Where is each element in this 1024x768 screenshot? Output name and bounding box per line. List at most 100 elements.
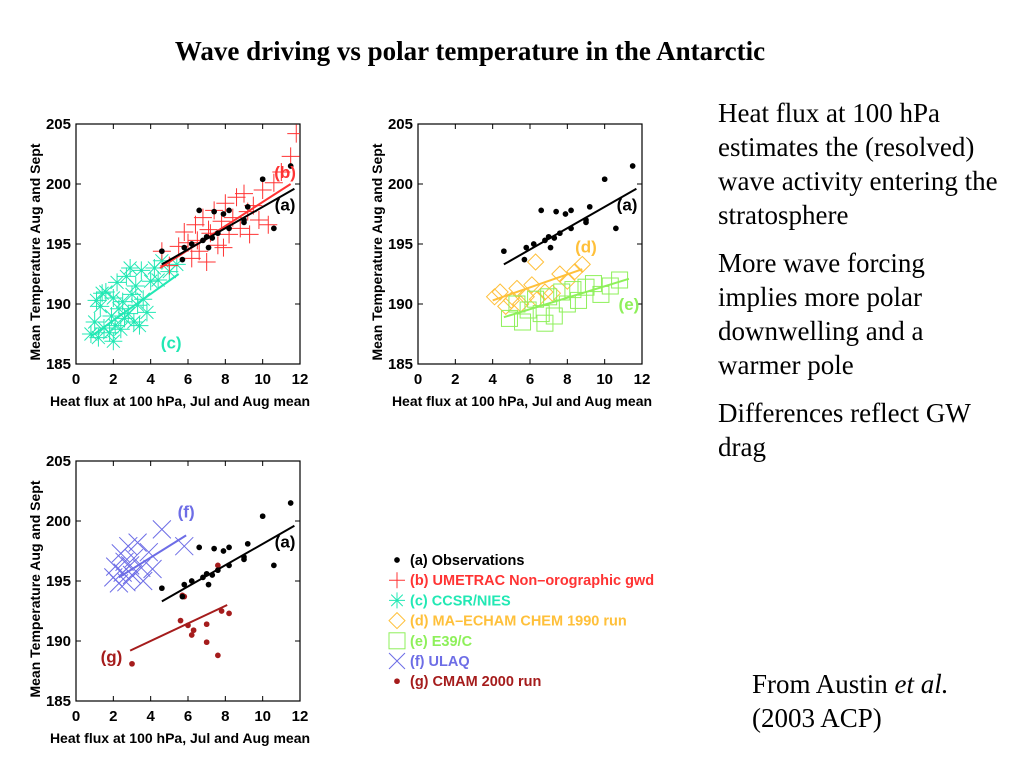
slide-title: Wave driving vs polar temperature in the…: [174, 36, 766, 66]
legend-item-d: (d) MA–ECHAM CHEM 1990 run: [388, 611, 627, 630]
series-g: [129, 562, 232, 667]
series-label-d: (d): [575, 237, 597, 256]
data-point-a: [179, 593, 186, 600]
data-point-b: [175, 223, 194, 241]
data-point-a: [226, 544, 232, 551]
fit-line-c: [90, 273, 180, 338]
data-point-c: [87, 291, 106, 310]
data-point-a-shape: [613, 225, 619, 232]
data-point-g-shape: [215, 562, 221, 569]
data-point-e-shape: [564, 281, 582, 299]
data-point-c: [152, 251, 171, 270]
data-point-a: [181, 244, 188, 251]
data-point-g: [215, 652, 221, 659]
data-point-a: [271, 225, 277, 232]
fit-line-a: [503, 187, 637, 266]
legend-label-d: (d) MA–ECHAM CHEM 1990 run: [410, 614, 627, 630]
data-point-c-shape: [85, 313, 104, 331]
series-d: [485, 253, 591, 316]
series-label-g: (g): [101, 648, 123, 667]
data-point-c: [115, 309, 134, 328]
data-point-d-shape: [491, 283, 509, 301]
data-point-a: [553, 208, 559, 215]
data-point-b-shape: [259, 215, 278, 234]
data-point-e-shape: [577, 278, 595, 296]
data-point-a-shape: [259, 513, 266, 520]
data-point-f: [143, 559, 162, 579]
data-point-d: [491, 283, 509, 301]
x-tick-label: 12: [292, 708, 309, 725]
data-point-g-shape: [129, 660, 135, 667]
data-point-b-shape: [287, 124, 300, 143]
legend-item-a: (a) Observations: [394, 553, 524, 569]
legend-item-g: (g) CMAM 2000 run: [394, 674, 541, 690]
y-tick-label: 200: [388, 176, 413, 193]
data-point-c-shape: [87, 291, 106, 310]
data-point-a: [271, 562, 277, 569]
legend-marker-a: [394, 557, 400, 563]
data-point-a-shape: [205, 581, 212, 588]
data-point-c-shape: [152, 251, 171, 270]
data-point-b: [264, 173, 283, 192]
scatter-chart-a-b-c: 0 2 4 6 8 10 12 185 190 195 200 205 Heat flux at 100…: [27, 116, 310, 409]
legend: (a) Observations (b) UMETRAC Non–orograph…: [388, 553, 654, 690]
data-point-b: [281, 147, 300, 166]
data-point-a: [629, 163, 636, 169]
data-point-d: [517, 288, 535, 306]
data-point-g: [215, 562, 221, 569]
data-point-c-shape: [167, 255, 186, 274]
series-label-f: (f): [178, 502, 195, 521]
data-point-c: [126, 277, 145, 295]
data-point-b-shape: [182, 249, 201, 268]
data-point-c-shape: [93, 284, 112, 303]
data-point-a: [196, 207, 203, 214]
data-point-g-shape: [215, 652, 221, 659]
data-point-e-shape: [570, 291, 588, 309]
data-point-c-shape: [121, 259, 140, 277]
x-tick-label: 12: [634, 371, 651, 388]
data-point-b: [249, 211, 268, 229]
data-point-a: [568, 207, 574, 214]
data-point-b-shape: [214, 238, 233, 257]
fit-line-f: [118, 534, 187, 579]
data-point-a: [521, 256, 528, 263]
data-point-b-shape: [186, 215, 205, 234]
data-point-a-shape: [159, 585, 165, 592]
data-point-a: [220, 211, 227, 217]
data-point-c-shape: [111, 320, 130, 339]
data-point-a-shape: [211, 545, 217, 552]
data-point-c-shape: [104, 289, 123, 307]
data-point-a-shape: [568, 207, 574, 214]
data-point-g: [203, 639, 210, 646]
data-point-d: [502, 291, 521, 310]
data-point-c: [130, 316, 149, 335]
x-tick-label: 2: [451, 371, 459, 388]
x-tick-label: 0: [72, 708, 80, 725]
data-point-b-shape: [216, 194, 235, 213]
data-point-b-shape: [264, 173, 283, 192]
citation-suffix: (2003 ACP): [752, 702, 882, 733]
data-point-e-shape: [540, 288, 558, 306]
data-point-e-shape: [500, 309, 518, 327]
plot-area: [81, 124, 300, 351]
data-point-b-shape: [281, 147, 300, 166]
data-point-d: [523, 276, 541, 294]
scatter-chart-a-f-g: 0 2 4 6 8 10 12 185 190 195 200 205 Heat flux at 100…: [27, 453, 310, 746]
data-point-c-shape: [119, 304, 138, 323]
data-point-b: [253, 181, 272, 199]
data-point-b-shape: [272, 163, 291, 181]
fit-line-a: [161, 524, 295, 603]
data-point-g-shape: [226, 610, 232, 617]
data-point-c: [91, 297, 110, 316]
data-point-a-shape: [287, 163, 294, 169]
y-tick-label: 205: [46, 453, 71, 470]
data-point-a-shape: [196, 544, 203, 551]
series-label-a: (a): [275, 195, 296, 214]
data-point-a-shape: [181, 581, 188, 588]
legend-marker-f: [388, 652, 406, 670]
data-point-c-shape: [132, 261, 151, 280]
data-point-e: [584, 275, 602, 293]
data-point-f-shape: [120, 556, 140, 575]
data-point-c: [111, 320, 130, 339]
data-point-d-shape: [517, 288, 535, 306]
